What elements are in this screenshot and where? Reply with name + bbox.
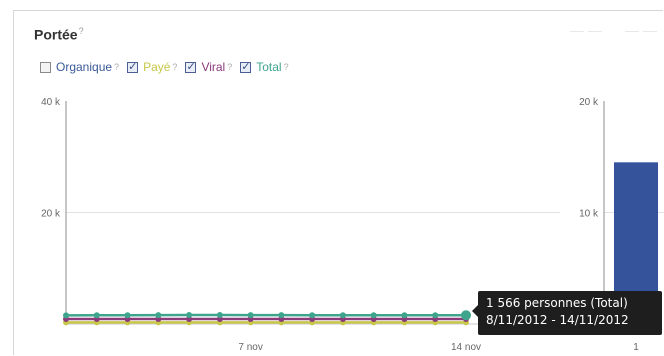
data-point — [93, 312, 100, 319]
title-help-icon[interactable]: ? — [78, 26, 84, 36]
total-checkbox[interactable] — [240, 60, 252, 73]
y-tick-label: 40 k — [41, 97, 61, 108]
data-point — [63, 312, 69, 319]
data-point — [155, 312, 162, 319]
tooltip-line-2: 8/11/2012 - 14/11/2012 — [486, 313, 629, 327]
data-point — [370, 312, 377, 319]
bar-y-tick-label: 20 k — [579, 97, 599, 108]
paye-help-icon[interactable]: ? — [172, 62, 178, 72]
paye-checkbox[interactable] — [127, 60, 139, 73]
legend-label-viral: Viral — [201, 60, 226, 74]
data-point — [278, 312, 285, 319]
organique-help-icon[interactable]: ? — [114, 62, 120, 72]
viral-checkbox[interactable] — [185, 60, 197, 73]
organique-checkbox[interactable] — [40, 61, 51, 73]
bar-x-tick-label: 1 — [633, 342, 639, 353]
tooltip-arrow — [472, 305, 478, 317]
legend-item-viral[interactable]: Viral? — [185, 60, 232, 74]
data-point — [186, 311, 193, 318]
data-point — [247, 312, 254, 319]
panel-title: Portée? — [34, 26, 84, 43]
faded-header-text: — — — [570, 22, 602, 38]
data-point — [216, 312, 223, 319]
data-point — [339, 312, 346, 319]
x-tick-label: 7 nov — [238, 342, 262, 353]
legend-item-paye[interactable]: Payé? — [127, 60, 177, 74]
data-point — [432, 312, 439, 319]
bar-y-tick-label: 10 k — [579, 209, 599, 220]
faded-header-text-2: — — — [625, 22, 657, 38]
data-point — [309, 312, 316, 319]
legend: Organique? Payé? Viral? Total? — [40, 60, 297, 74]
legend-label-total: Total — [256, 60, 282, 74]
legend-label-paye: Payé — [143, 60, 171, 74]
data-point — [401, 312, 408, 319]
legend-item-total[interactable]: Total? — [240, 60, 289, 74]
legend-label-organique: Organique — [56, 60, 113, 74]
data-point — [124, 312, 131, 319]
viral-help-icon[interactable]: ? — [227, 62, 233, 72]
line-chart: 40 k 20 k 7 nov 14 nov — [41, 97, 560, 353]
x-tick-label: 14 nov — [451, 342, 481, 353]
tooltip-line-1: 1 566 personnes (Total) — [486, 296, 628, 310]
legend-item-organique[interactable]: Organique? — [40, 60, 119, 74]
data-point — [461, 310, 471, 321]
total-help-icon[interactable]: ? — [283, 62, 289, 72]
y-tick-label: 20 k — [41, 209, 61, 220]
data-tooltip: 1 566 personnes (Total) 8/11/2012 - 14/1… — [472, 291, 662, 335]
